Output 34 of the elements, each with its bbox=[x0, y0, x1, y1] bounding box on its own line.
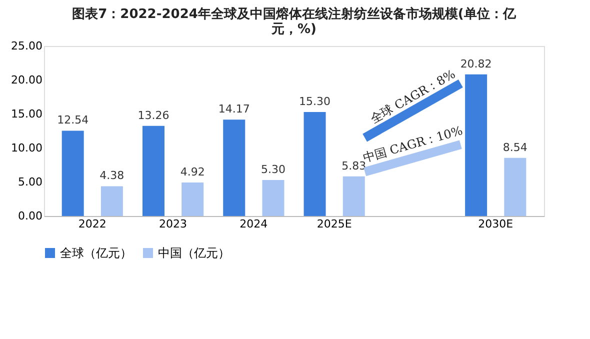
data-label: 8.54 bbox=[502, 140, 528, 154]
y-tick-label: 20.00 bbox=[11, 74, 42, 86]
x-tick-label: 2025E bbox=[316, 218, 352, 230]
bar bbox=[62, 130, 84, 216]
legend-label: 中国（亿元） bbox=[158, 246, 230, 260]
data-label: 5.30 bbox=[260, 162, 286, 176]
bar bbox=[100, 186, 123, 216]
x-tick-label: 2024 bbox=[240, 218, 268, 230]
data-label: 4.38 bbox=[100, 169, 124, 182]
bar bbox=[262, 180, 284, 216]
bar bbox=[223, 120, 246, 216]
data-label: 5.83 bbox=[342, 159, 366, 172]
bar bbox=[342, 176, 365, 216]
bar bbox=[465, 74, 488, 216]
x-tick-label: 2030E bbox=[478, 218, 514, 230]
chart-title: 图表7：2022-2024年全球及中国熔体在线注射纺丝设备市场规模(单位：亿元，%) bbox=[72, 6, 517, 37]
x-tick-label: 2022 bbox=[78, 218, 106, 230]
bar bbox=[142, 126, 164, 216]
data-label: 13.26 bbox=[138, 108, 170, 122]
bar bbox=[182, 182, 204, 216]
y-tick-label: 0.00 bbox=[18, 210, 42, 222]
bar bbox=[504, 158, 526, 216]
data-label: 15.30 bbox=[299, 94, 331, 108]
y-tick-label: 15.00 bbox=[11, 108, 42, 120]
data-label: 20.82 bbox=[460, 57, 492, 70]
data-label: 14.17 bbox=[218, 102, 250, 116]
x-tick-label: 2023 bbox=[159, 218, 188, 230]
y-tick-label: 25.00 bbox=[11, 40, 42, 52]
legend-label: 全球（亿元） bbox=[60, 246, 132, 260]
bar bbox=[304, 112, 326, 216]
y-tick-label: 10.00 bbox=[11, 142, 42, 154]
data-label: 12.54 bbox=[57, 114, 89, 127]
data-label: 4.92 bbox=[180, 166, 205, 179]
y-tick-label: 5.00 bbox=[18, 176, 42, 188]
